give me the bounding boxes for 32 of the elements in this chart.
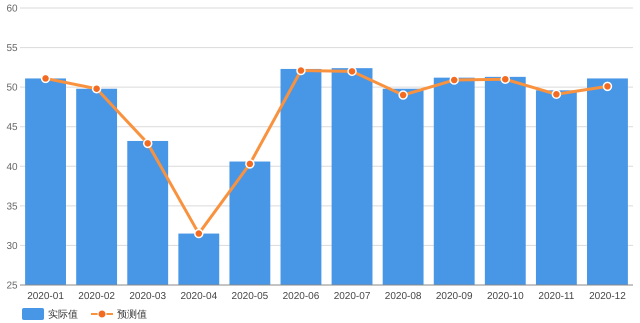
point <box>602 82 612 92</box>
y-tick-label: 35 <box>6 201 18 212</box>
point <box>347 66 357 76</box>
y-tick-label: 25 <box>6 280 18 292</box>
x-tick-label: 2020-08 <box>384 291 422 302</box>
legend-label: 实际值 <box>48 308 78 320</box>
point <box>40 74 50 84</box>
point <box>245 159 255 169</box>
x-tick-label: 2020-03 <box>129 291 166 302</box>
legend-label: 预测值 <box>117 308 147 320</box>
point <box>194 228 204 238</box>
y-tick-label: 45 <box>6 122 18 134</box>
y-tick-label: 40 <box>6 162 18 173</box>
x-tick-label: 2020-02 <box>78 291 116 302</box>
x-tick-label: 2020-05 <box>232 291 269 302</box>
x-tick-label: 2020-01 <box>27 291 64 302</box>
point <box>449 75 459 85</box>
x-tick-label: 2020-07 <box>334 291 371 302</box>
x-tick-label: 2020-10 <box>486 291 524 302</box>
y-tick-label: 55 <box>6 43 18 54</box>
point <box>142 138 152 148</box>
point <box>398 90 408 100</box>
x-tick-label: 2020-04 <box>180 291 218 302</box>
x-tick-label: 2020-09 <box>436 291 473 302</box>
x-tick-label: 2020-11 <box>538 291 575 302</box>
x-tick-label: 2020-12 <box>589 291 626 302</box>
x-tick-label: 2020-06 <box>282 291 320 302</box>
y-tick-label: 60 <box>6 4 18 14</box>
point <box>552 90 562 100</box>
point <box>296 66 306 76</box>
y-tick-label: 50 <box>6 82 18 94</box>
y-tick-label: 30 <box>6 240 18 252</box>
